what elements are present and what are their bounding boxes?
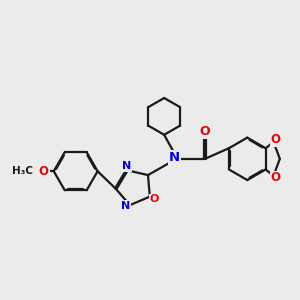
Text: O: O [271, 133, 281, 146]
Text: O: O [39, 165, 49, 178]
Text: N: N [121, 201, 130, 211]
Text: H₃C: H₃C [12, 166, 33, 176]
Text: N: N [169, 151, 180, 164]
Text: O: O [200, 125, 210, 138]
Text: O: O [150, 194, 159, 205]
Text: N: N [122, 160, 131, 171]
Text: O: O [271, 172, 281, 184]
